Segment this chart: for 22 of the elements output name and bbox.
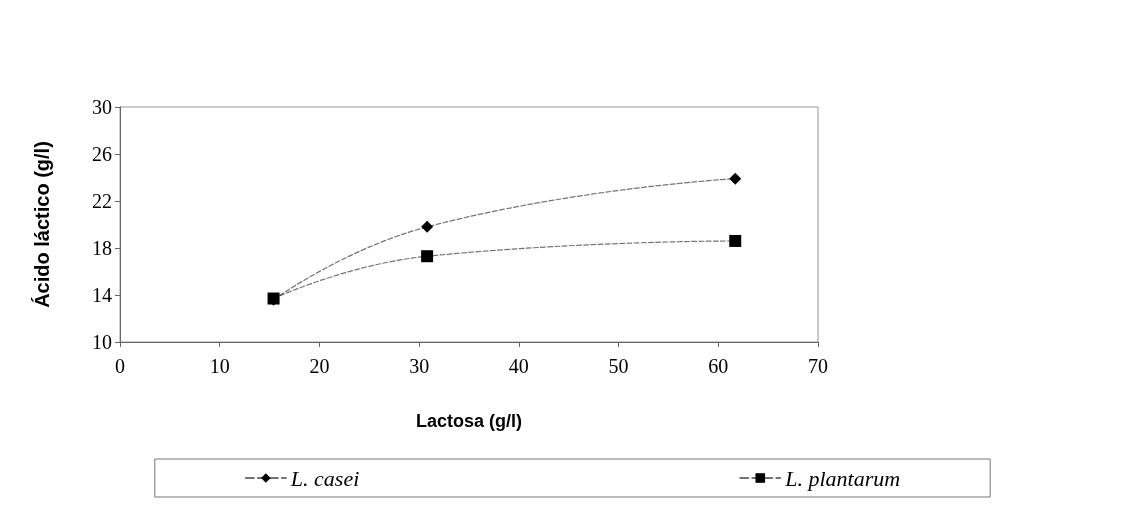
point: [421, 250, 434, 263]
legend-label: L. casei: [289, 465, 360, 491]
x-tick-label: 10: [209, 355, 230, 377]
y-axis-title: Ácido láctico (g/l): [31, 141, 53, 308]
x-tick-label: 20: [309, 355, 330, 377]
y-tick-label: 22: [92, 190, 112, 212]
x-tick-label: 0: [115, 355, 125, 377]
y-tick-label: 14: [92, 284, 112, 306]
y-tick-label: 30: [92, 96, 112, 118]
point: [421, 220, 434, 233]
y-tick-label: 18: [92, 237, 112, 259]
point: [729, 172, 742, 185]
x-tick-label: 70: [808, 355, 828, 377]
x-tick-label: 40: [508, 355, 529, 377]
legend-label: L. plantarum: [784, 465, 901, 491]
x-tick-label: 60: [708, 355, 729, 377]
x-tick-label: 50: [608, 355, 629, 377]
x-tick-label: 30: [409, 355, 430, 377]
y-tick-label: 26: [92, 143, 112, 165]
x-axis-title: Lactosa (g/l): [415, 411, 523, 431]
y-tick-label: 10: [92, 331, 112, 353]
point: [729, 234, 742, 247]
